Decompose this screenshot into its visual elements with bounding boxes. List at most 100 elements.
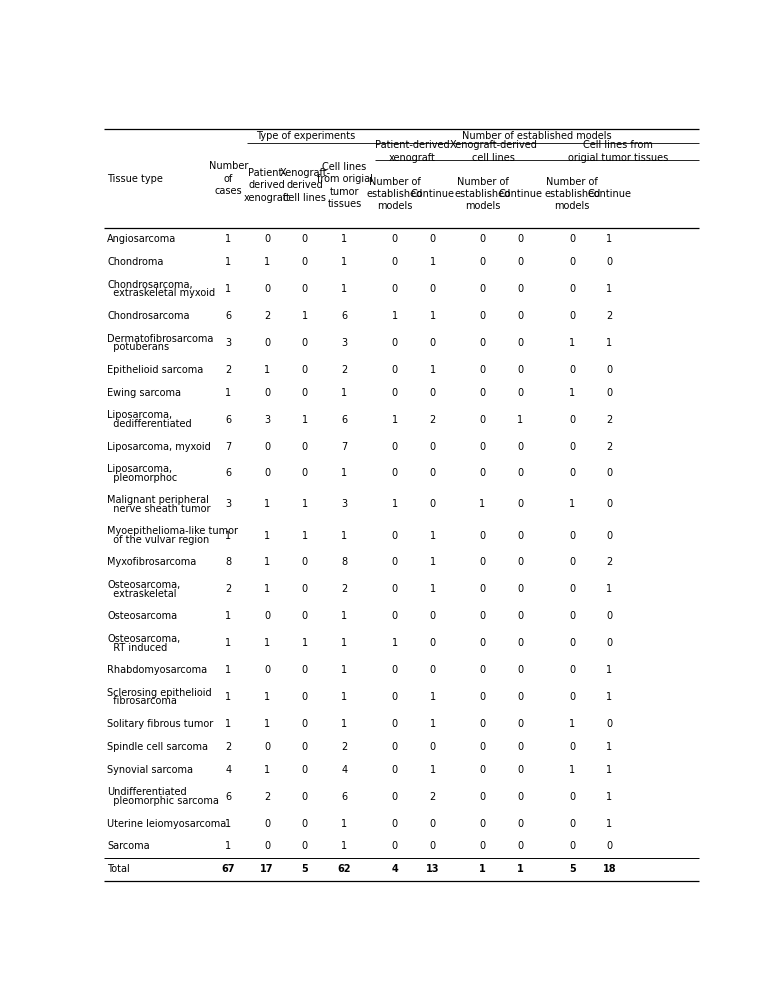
Text: 2: 2 xyxy=(430,792,436,802)
Text: potuberans: potuberans xyxy=(107,342,169,352)
Text: 0: 0 xyxy=(569,311,575,321)
Text: 0: 0 xyxy=(569,468,575,478)
Text: 0: 0 xyxy=(479,819,485,829)
Text: 0: 0 xyxy=(517,638,524,648)
Text: 67: 67 xyxy=(221,864,235,874)
Text: 0: 0 xyxy=(517,719,524,729)
Text: 1: 1 xyxy=(430,311,436,321)
Text: 0: 0 xyxy=(479,765,485,775)
Text: 0: 0 xyxy=(479,284,485,294)
Text: 2: 2 xyxy=(225,742,231,752)
Text: 0: 0 xyxy=(569,234,575,244)
Text: 0: 0 xyxy=(607,468,612,478)
Text: 0: 0 xyxy=(517,338,524,348)
Text: 1: 1 xyxy=(341,665,347,675)
Text: 1: 1 xyxy=(225,234,231,244)
Text: 1: 1 xyxy=(479,864,486,874)
Text: Liposarcoma,: Liposarcoma, xyxy=(107,410,172,420)
Text: 0: 0 xyxy=(302,665,308,675)
Text: 1: 1 xyxy=(517,415,524,425)
Text: 0: 0 xyxy=(392,819,398,829)
Text: 4: 4 xyxy=(341,765,347,775)
Text: Spindle cell sarcoma: Spindle cell sarcoma xyxy=(107,742,209,752)
Text: 1: 1 xyxy=(430,692,436,702)
Text: 0: 0 xyxy=(479,611,485,621)
Text: 1: 1 xyxy=(264,638,270,648)
Text: 0: 0 xyxy=(264,665,270,675)
Text: 1: 1 xyxy=(264,765,270,775)
Text: 1: 1 xyxy=(430,365,436,375)
Text: 4: 4 xyxy=(225,765,231,775)
Text: 1: 1 xyxy=(225,841,231,851)
Text: 1: 1 xyxy=(430,584,436,594)
Text: 0: 0 xyxy=(430,284,436,294)
Text: fibrosarcoma: fibrosarcoma xyxy=(107,696,177,706)
Text: Tissue type: Tissue type xyxy=(107,174,163,184)
Text: 0: 0 xyxy=(569,257,575,267)
Text: 0: 0 xyxy=(479,234,485,244)
Text: 0: 0 xyxy=(302,257,308,267)
Text: 3: 3 xyxy=(264,415,270,425)
Text: 0: 0 xyxy=(302,442,308,452)
Text: 0: 0 xyxy=(517,742,524,752)
Text: 0: 0 xyxy=(517,442,524,452)
Text: 1: 1 xyxy=(225,531,231,541)
Text: 1: 1 xyxy=(225,611,231,621)
Text: Number of
established
models: Number of established models xyxy=(454,177,510,211)
Text: 2: 2 xyxy=(264,792,270,802)
Text: 0: 0 xyxy=(479,257,485,267)
Text: 0: 0 xyxy=(264,468,270,478)
Text: 0: 0 xyxy=(264,611,270,621)
Text: 0: 0 xyxy=(517,765,524,775)
Text: 6: 6 xyxy=(225,792,231,802)
Text: Type of experiments: Type of experiments xyxy=(256,131,356,141)
Text: 1: 1 xyxy=(392,638,398,648)
Text: Malignant peripheral: Malignant peripheral xyxy=(107,495,209,505)
Text: Angiosarcoma: Angiosarcoma xyxy=(107,234,176,244)
Text: Total: Total xyxy=(107,864,130,874)
Text: 0: 0 xyxy=(430,665,436,675)
Text: Number of
established
models: Number of established models xyxy=(544,177,601,211)
Text: 0: 0 xyxy=(392,765,398,775)
Text: 1: 1 xyxy=(302,531,308,541)
Text: 0: 0 xyxy=(479,692,485,702)
Text: 0: 0 xyxy=(479,742,485,752)
Text: 0: 0 xyxy=(430,442,436,452)
Text: Undifferentiated: Undifferentiated xyxy=(107,787,187,797)
Text: 0: 0 xyxy=(517,468,524,478)
Text: 0: 0 xyxy=(430,468,436,478)
Text: 0: 0 xyxy=(264,284,270,294)
Text: 0: 0 xyxy=(302,338,308,348)
Text: Number of established models: Number of established models xyxy=(462,131,612,141)
Text: Synovial sarcoma: Synovial sarcoma xyxy=(107,765,194,775)
Text: 1: 1 xyxy=(225,819,231,829)
Text: 0: 0 xyxy=(430,611,436,621)
Text: 1: 1 xyxy=(430,531,436,541)
Text: 0: 0 xyxy=(479,584,485,594)
Text: 0: 0 xyxy=(392,841,398,851)
Text: 1: 1 xyxy=(430,719,436,729)
Text: 1: 1 xyxy=(225,692,231,702)
Text: 0: 0 xyxy=(479,415,485,425)
Text: extraskeletal myxoid: extraskeletal myxoid xyxy=(107,288,216,298)
Text: 0: 0 xyxy=(392,442,398,452)
Text: 2: 2 xyxy=(225,584,231,594)
Text: 0: 0 xyxy=(392,234,398,244)
Text: Patient-
derived
xenograft: Patient- derived xenograft xyxy=(244,168,290,203)
Text: 8: 8 xyxy=(225,557,231,567)
Text: 0: 0 xyxy=(479,665,485,675)
Text: 1: 1 xyxy=(607,234,612,244)
Text: 1: 1 xyxy=(225,719,231,729)
Text: Myxofibrosarcoma: Myxofibrosarcoma xyxy=(107,557,197,567)
Text: of the vulvar region: of the vulvar region xyxy=(107,535,209,545)
Text: 0: 0 xyxy=(517,499,524,509)
Text: Myoepithelioma-like tumor: Myoepithelioma-like tumor xyxy=(107,526,238,536)
Text: 17: 17 xyxy=(260,864,274,874)
Text: Cell lines from
origial tumor tissues: Cell lines from origial tumor tissues xyxy=(568,140,669,163)
Text: 1: 1 xyxy=(264,557,270,567)
Text: 0: 0 xyxy=(430,234,436,244)
Text: Uterine leiomyosarcoma: Uterine leiomyosarcoma xyxy=(107,819,227,829)
Text: Xenograft-
derived
cell lines: Xenograft- derived cell lines xyxy=(279,168,331,203)
Text: 0: 0 xyxy=(607,499,612,509)
Text: 1: 1 xyxy=(225,638,231,648)
